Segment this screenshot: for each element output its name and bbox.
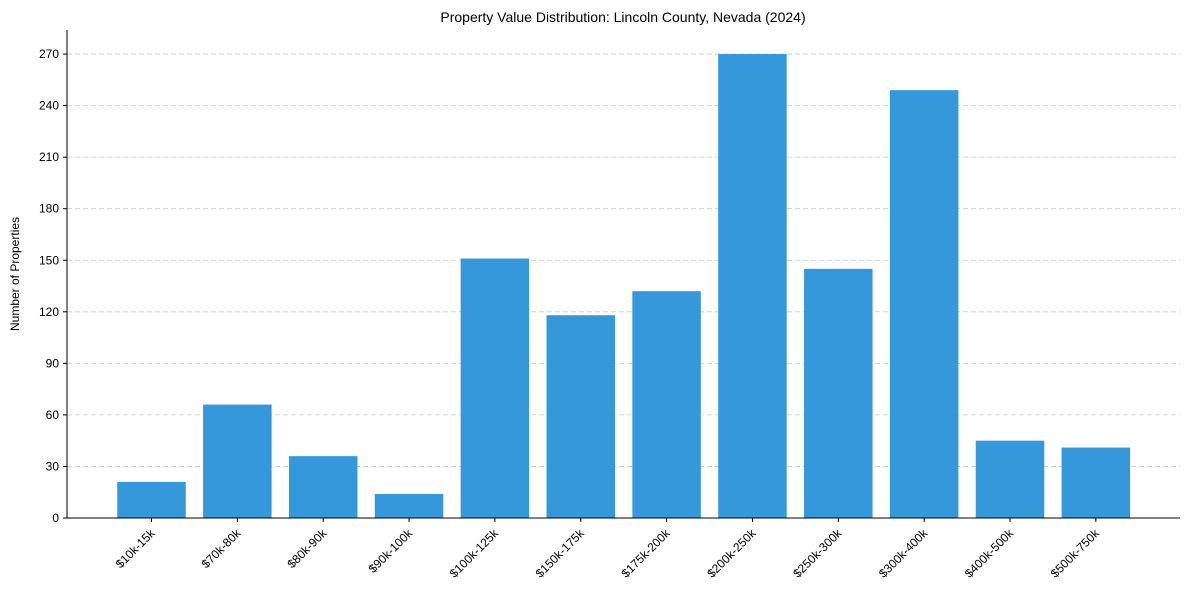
bar-2 [288,456,358,518]
y-tick-label: 240 [39,99,59,113]
bars [117,54,1131,519]
x-tick-label: $10k-15k [113,526,159,572]
bar-1 [203,404,272,518]
x-tick-label: $150k-175k [533,526,588,581]
y-tick-label: 180 [39,202,59,216]
x-tick-label: $200k-250k [704,526,759,581]
x-tick-label: $100k-125k [447,526,502,581]
y-tick-label: 0 [52,511,59,525]
bar-8 [804,268,873,518]
y-tick-label: 90 [46,356,60,370]
bar-9 [889,90,959,519]
bar-7 [718,54,787,519]
bar-11 [1061,447,1131,518]
bar-6 [632,291,701,518]
y-tick-label: 210 [39,150,59,164]
x-tick-label: $500k-750k [1048,526,1103,581]
y-axis-label: Number of Properties [8,217,22,331]
chart-title: Property Value Distribution: Lincoln Cou… [440,9,805,25]
y-tick-label: 150 [39,253,59,267]
x-tick-label: $90k-100k [366,526,416,576]
y-tick-label: 60 [46,408,60,422]
bar-0 [117,481,186,518]
y-tick-label: 270 [39,47,59,61]
bar-3 [374,493,444,518]
bar-10 [975,440,1045,518]
x-tick-label: $250k-300k [790,526,845,581]
bar-5 [546,315,615,518]
x-tick-label: $300k-400k [876,526,931,581]
x-ticks: $10k-15k $70k-80k $80k-90k $90k-100k $100k-1… [113,518,1103,580]
y-tick-label: 30 [46,459,60,473]
x-tick-label: $400k-500k [962,526,1017,581]
axes [66,30,1180,519]
x-tick-label: $70k-80k [199,526,245,572]
y-ticks: 0 30 60 90 120 150 180 210 240 270 [39,47,67,525]
bar-4 [460,258,530,518]
y-tick-label: 120 [39,305,59,319]
x-tick-label: $175k-200k [618,526,673,581]
x-tick-label: $80k-90k [285,526,331,572]
